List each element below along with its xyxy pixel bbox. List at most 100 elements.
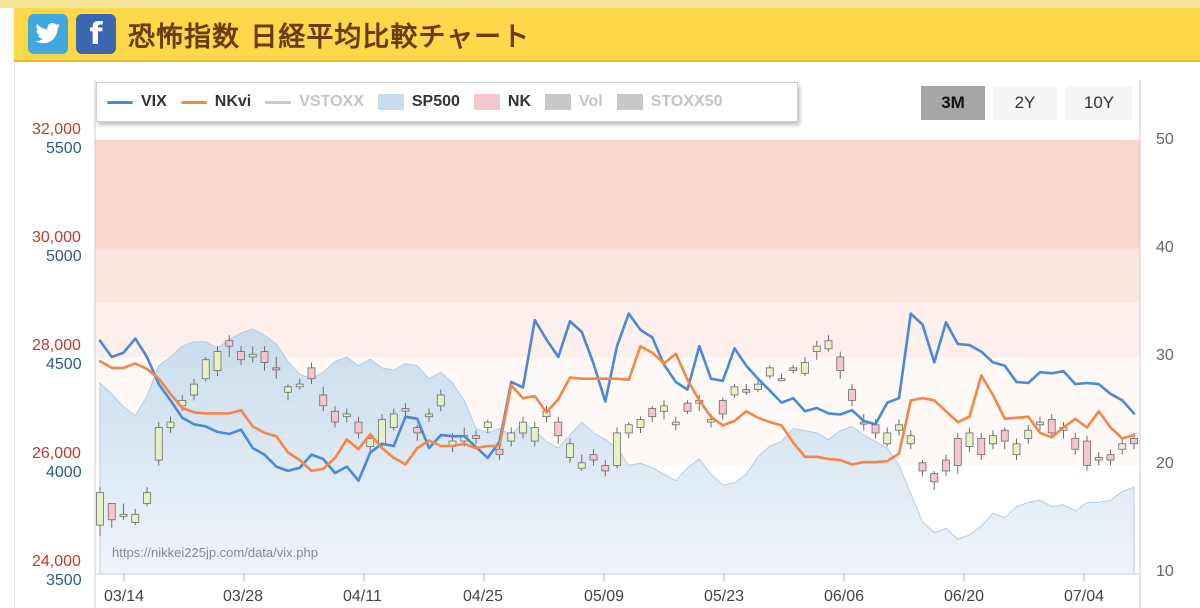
x-axis-label: 04/25 bbox=[463, 588, 504, 605]
nk-candle bbox=[248, 353, 257, 358]
vix-axis-tick: 30 bbox=[1156, 347, 1174, 364]
nk-axis-tick: 24,000 bbox=[32, 553, 81, 570]
nk-candle bbox=[589, 454, 598, 461]
legend-item-vix[interactable]: VIX bbox=[107, 93, 167, 111]
nk-candle bbox=[660, 405, 668, 412]
legend-label-stoxx50: STOXX50 bbox=[650, 93, 723, 110]
chart-legend: VIX NKvi VSTOXX SP500 NK Vol STOXX50 bbox=[96, 82, 798, 122]
nk-candle bbox=[777, 378, 786, 382]
nk-candle bbox=[190, 383, 198, 396]
nk-candle bbox=[378, 418, 386, 445]
nk-candle bbox=[883, 432, 892, 445]
nk-candle bbox=[1012, 443, 1021, 456]
nk-candle bbox=[801, 362, 809, 374]
nk-candle bbox=[1024, 429, 1033, 439]
nk-candle bbox=[154, 427, 163, 461]
nk-candle bbox=[413, 427, 422, 434]
sp-axis-tick: 4000 bbox=[46, 464, 82, 481]
nk-candle bbox=[871, 424, 880, 434]
nk-candle bbox=[530, 427, 539, 442]
twitter-share-button[interactable] bbox=[28, 14, 68, 54]
nk-candle bbox=[119, 513, 128, 517]
nk-candle bbox=[237, 351, 245, 361]
legend-swatch-stoxx50 bbox=[616, 94, 643, 110]
x-axis-label: 05/09 bbox=[584, 588, 625, 605]
x-axis-label: 06/20 bbox=[944, 588, 985, 605]
nk-candle bbox=[977, 437, 986, 456]
nk-candle bbox=[1118, 443, 1127, 450]
legend-swatch-sp500 bbox=[377, 94, 404, 110]
nk-candle bbox=[272, 367, 281, 371]
nk-candle bbox=[143, 492, 151, 504]
nk-candle bbox=[918, 462, 927, 472]
sp-axis-tick: 3500 bbox=[46, 572, 82, 589]
sp-axis-tick: 5000 bbox=[46, 248, 82, 265]
legend-label-vstoxx: VSTOXX bbox=[299, 93, 364, 110]
nk-candle bbox=[131, 513, 140, 523]
nk-candle bbox=[848, 389, 856, 401]
nk-candle bbox=[812, 345, 821, 352]
legend-item-sp500[interactable]: SP500 bbox=[377, 93, 460, 111]
legend-item-stoxx50[interactable]: STOXX50 bbox=[616, 93, 723, 111]
nk-candle bbox=[366, 437, 375, 447]
x-axis-label: 06/06 bbox=[824, 588, 865, 605]
nk-candle bbox=[730, 386, 739, 396]
nk-candle bbox=[718, 399, 727, 415]
legend-item-nkvi[interactable]: NKvi bbox=[180, 93, 252, 111]
legend-swatch-vix bbox=[107, 100, 133, 104]
legend-label-sp500: SP500 bbox=[411, 93, 460, 110]
x-axis-label: 04/11 bbox=[343, 588, 382, 605]
legend-item-nk[interactable]: NK bbox=[473, 93, 531, 111]
nk-candle bbox=[96, 492, 104, 526]
sp-axis-tick: 5500 bbox=[46, 140, 82, 157]
range-button-3m[interactable]: 3M bbox=[921, 86, 985, 120]
x-axis-label: 03/14 bbox=[104, 588, 145, 605]
nk-candle bbox=[483, 421, 492, 428]
page-title: 恐怖指数 日経平均比較チャート bbox=[128, 21, 531, 53]
vix-axis-tick: 40 bbox=[1156, 239, 1174, 256]
nk-candle bbox=[942, 459, 950, 472]
nk-candle bbox=[601, 465, 610, 472]
nk-candle bbox=[989, 435, 997, 445]
nk-candle bbox=[284, 386, 292, 393]
nk-candle bbox=[930, 473, 939, 483]
vix-axis-tick: 10 bbox=[1156, 563, 1174, 580]
nk-candle bbox=[1106, 454, 1115, 461]
range-button-2y[interactable]: 2Y bbox=[993, 86, 1057, 120]
nk-candle bbox=[824, 340, 833, 350]
legend-item-vstoxx[interactable]: VSTOXX bbox=[265, 93, 364, 111]
nk-candle bbox=[354, 421, 363, 434]
nk-candle bbox=[965, 432, 974, 447]
twitter-bird-icon bbox=[35, 23, 60, 44]
legend-item-vol[interactable]: Vol bbox=[545, 93, 603, 111]
range-button-10y[interactable]: 10Y bbox=[1066, 86, 1132, 120]
legend-swatch-vol bbox=[545, 94, 572, 110]
source-url: https://nikkei225jp.com/data/vix.php bbox=[112, 545, 318, 560]
legend-swatch-nkvi bbox=[180, 100, 207, 104]
legend-label-nkvi: NKvi bbox=[214, 93, 252, 110]
nk-candle bbox=[1130, 437, 1138, 445]
nk-candle bbox=[1083, 440, 1091, 466]
vix-fear-band bbox=[95, 248, 1140, 303]
nk-candle bbox=[906, 435, 915, 445]
nk-candle bbox=[577, 462, 586, 469]
vix-axis-tick: 20 bbox=[1156, 455, 1174, 472]
series-line-vix bbox=[98, 312, 1136, 483]
facebook-f-icon: f bbox=[89, 16, 103, 52]
facebook-share-button[interactable]: f bbox=[76, 14, 116, 54]
nk-candle bbox=[754, 383, 762, 390]
nk-candle bbox=[331, 410, 339, 423]
legend-label-vix: VIX bbox=[141, 93, 167, 110]
nk-candle bbox=[401, 408, 410, 412]
nk-candle bbox=[636, 418, 645, 428]
nk-candle bbox=[895, 424, 903, 431]
nk-candle bbox=[166, 421, 175, 428]
nk-candle bbox=[495, 448, 504, 456]
content-left-border bbox=[14, 62, 15, 608]
nk-axis-tick: 32,000 bbox=[32, 121, 81, 138]
nk-candle bbox=[566, 443, 574, 458]
nk-candle bbox=[1071, 437, 1080, 450]
vix-axis-tick: 50 bbox=[1156, 131, 1174, 148]
nk-candle bbox=[307, 367, 316, 380]
x-axis-label: 07/04 bbox=[1064, 588, 1105, 605]
